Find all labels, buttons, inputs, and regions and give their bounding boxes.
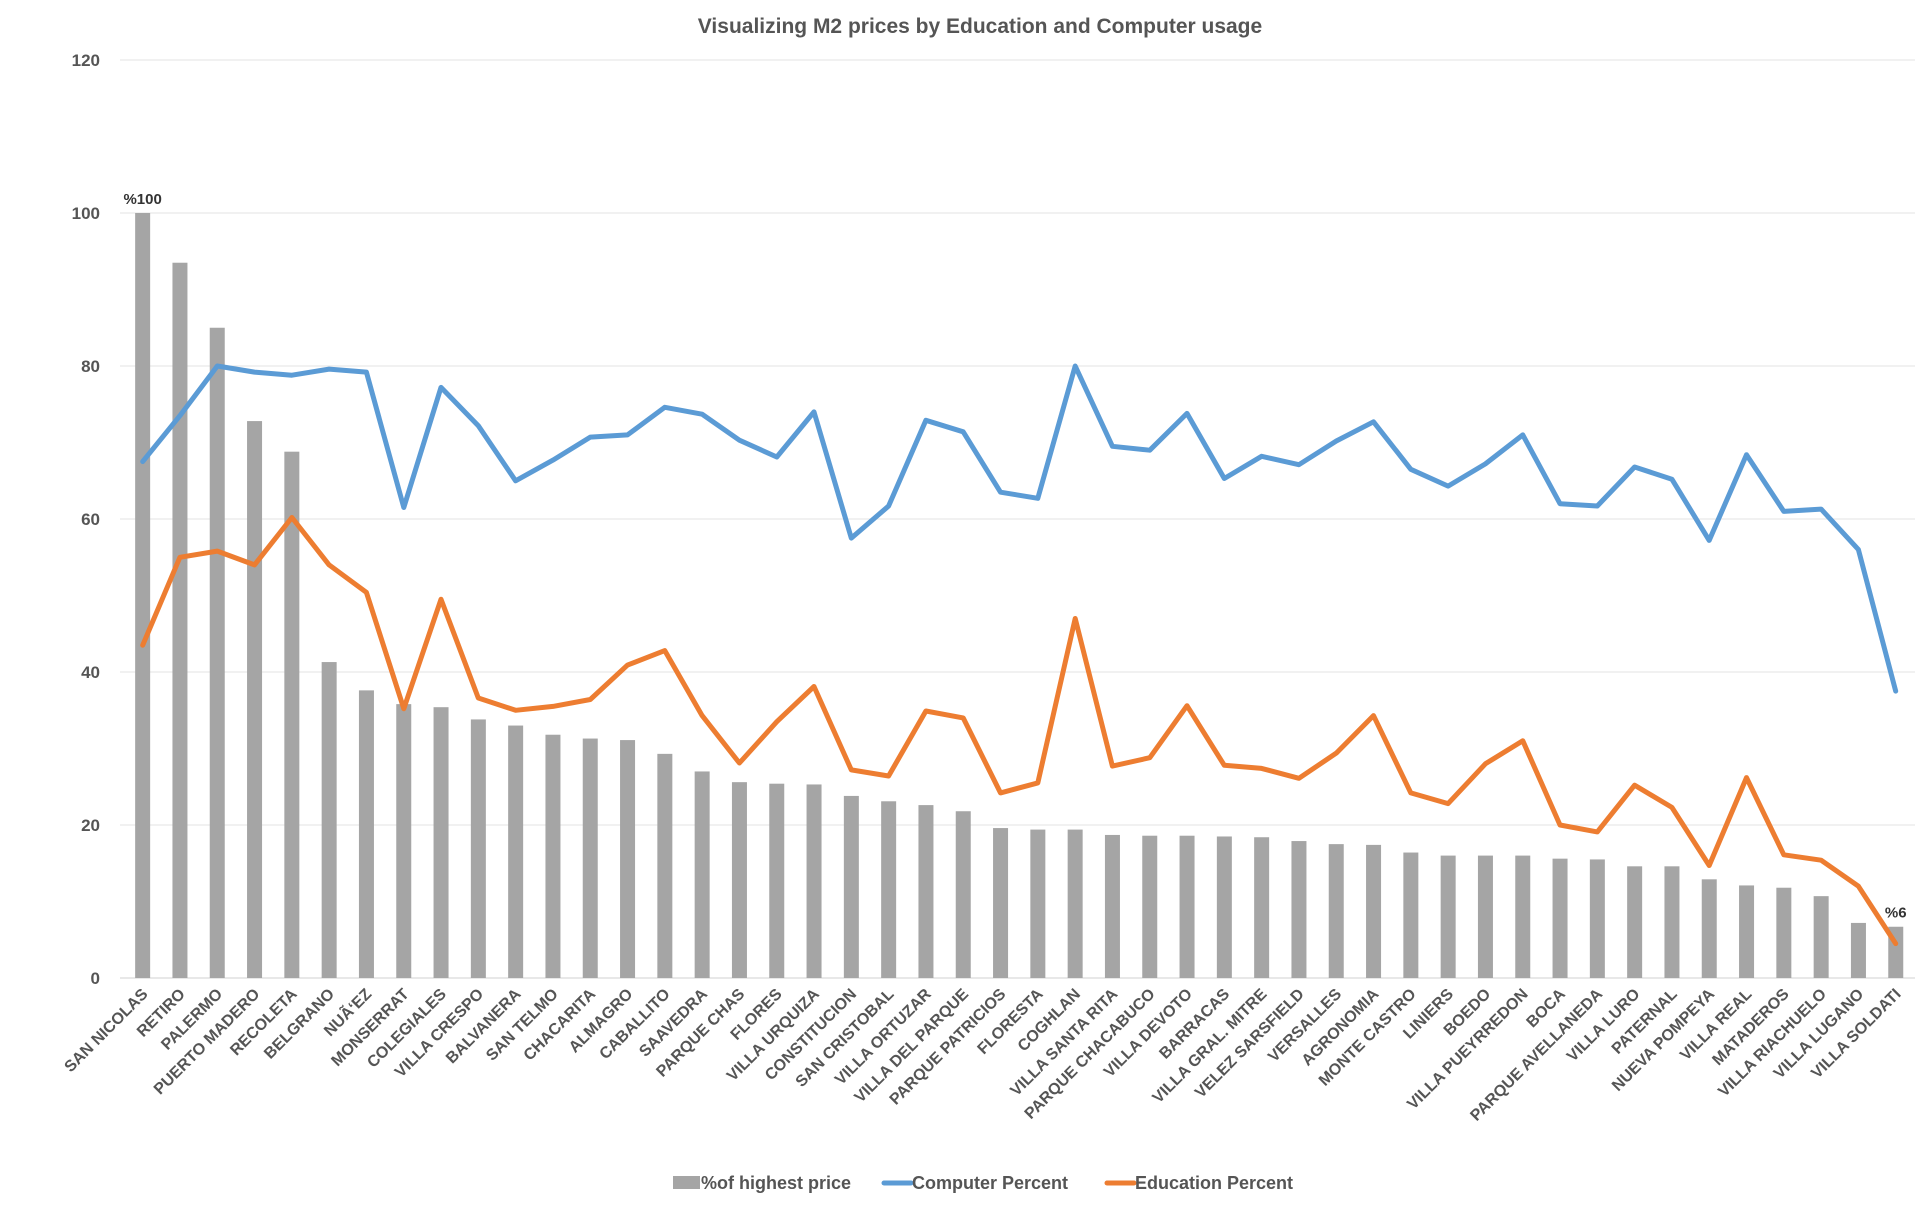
y-tick-label: 60 <box>81 510 100 529</box>
y-tick-label: 80 <box>81 357 100 376</box>
bar <box>247 421 263 979</box>
data-labels: %100 %6 <box>123 191 1906 922</box>
bar <box>1589 859 1605 978</box>
bar <box>1366 844 1382 978</box>
bar <box>993 828 1009 978</box>
bar <box>508 725 524 978</box>
legend-label: Education Percent <box>1135 1173 1293 1193</box>
bar <box>1627 866 1643 978</box>
bar <box>433 707 449 978</box>
legend-label: Computer Percent <box>912 1173 1068 1193</box>
y-axis-tick-labels: 0 20 40 60 80 100 120 <box>72 51 100 988</box>
y-tick-label: 0 <box>91 969 100 988</box>
bar <box>135 213 151 978</box>
bar <box>470 719 486 978</box>
bar <box>1701 879 1717 978</box>
bar <box>806 784 822 978</box>
bar <box>1291 841 1307 978</box>
y-tick-label: 100 <box>72 204 100 223</box>
bar <box>620 740 636 978</box>
bar <box>731 782 747 978</box>
bar <box>1664 866 1680 978</box>
series-line-education <box>140 515 1899 947</box>
bar <box>209 327 225 978</box>
bar <box>769 783 785 978</box>
bar <box>1142 835 1158 978</box>
data-label: %6 <box>1885 905 1907 922</box>
bar <box>1254 837 1270 978</box>
bar <box>1813 896 1829 978</box>
bar <box>1552 858 1568 978</box>
chart-title: Visualizing M2 prices by Education and C… <box>698 15 1262 38</box>
legend: %of highest price Computer Percent Educati… <box>673 1173 1293 1193</box>
bar <box>955 811 971 978</box>
y-tick-label: 120 <box>72 51 100 70</box>
bar <box>1403 852 1419 978</box>
bar <box>321 662 337 978</box>
bar <box>1776 887 1792 978</box>
bar <box>396 704 412 978</box>
bar <box>843 795 859 978</box>
bar <box>1515 855 1531 978</box>
bar <box>881 801 897 978</box>
bar <box>1328 844 1344 978</box>
bar <box>1739 885 1755 978</box>
bar <box>1067 829 1083 978</box>
bar <box>1477 855 1493 978</box>
bar <box>284 451 300 978</box>
bar <box>1440 855 1456 978</box>
bar <box>1179 835 1195 978</box>
bar <box>694 771 710 978</box>
line-series <box>140 363 1899 947</box>
bar-series <box>135 213 1904 979</box>
series-line-computer <box>140 363 1899 694</box>
bar <box>358 690 374 978</box>
bar <box>657 753 673 978</box>
legend-swatch <box>673 1176 700 1189</box>
y-tick-label: 20 <box>81 816 100 835</box>
gridlines <box>120 59 1915 979</box>
legend-label: %of highest price <box>701 1173 851 1193</box>
bar <box>1104 834 1120 978</box>
y-tick-label: 40 <box>81 663 100 682</box>
bar <box>582 738 598 978</box>
bar <box>1216 836 1232 978</box>
bar <box>918 805 934 978</box>
data-label: %100 <box>123 191 161 208</box>
bar <box>172 262 188 979</box>
bar <box>1850 922 1866 978</box>
bar <box>545 734 561 978</box>
bar <box>1030 829 1046 978</box>
